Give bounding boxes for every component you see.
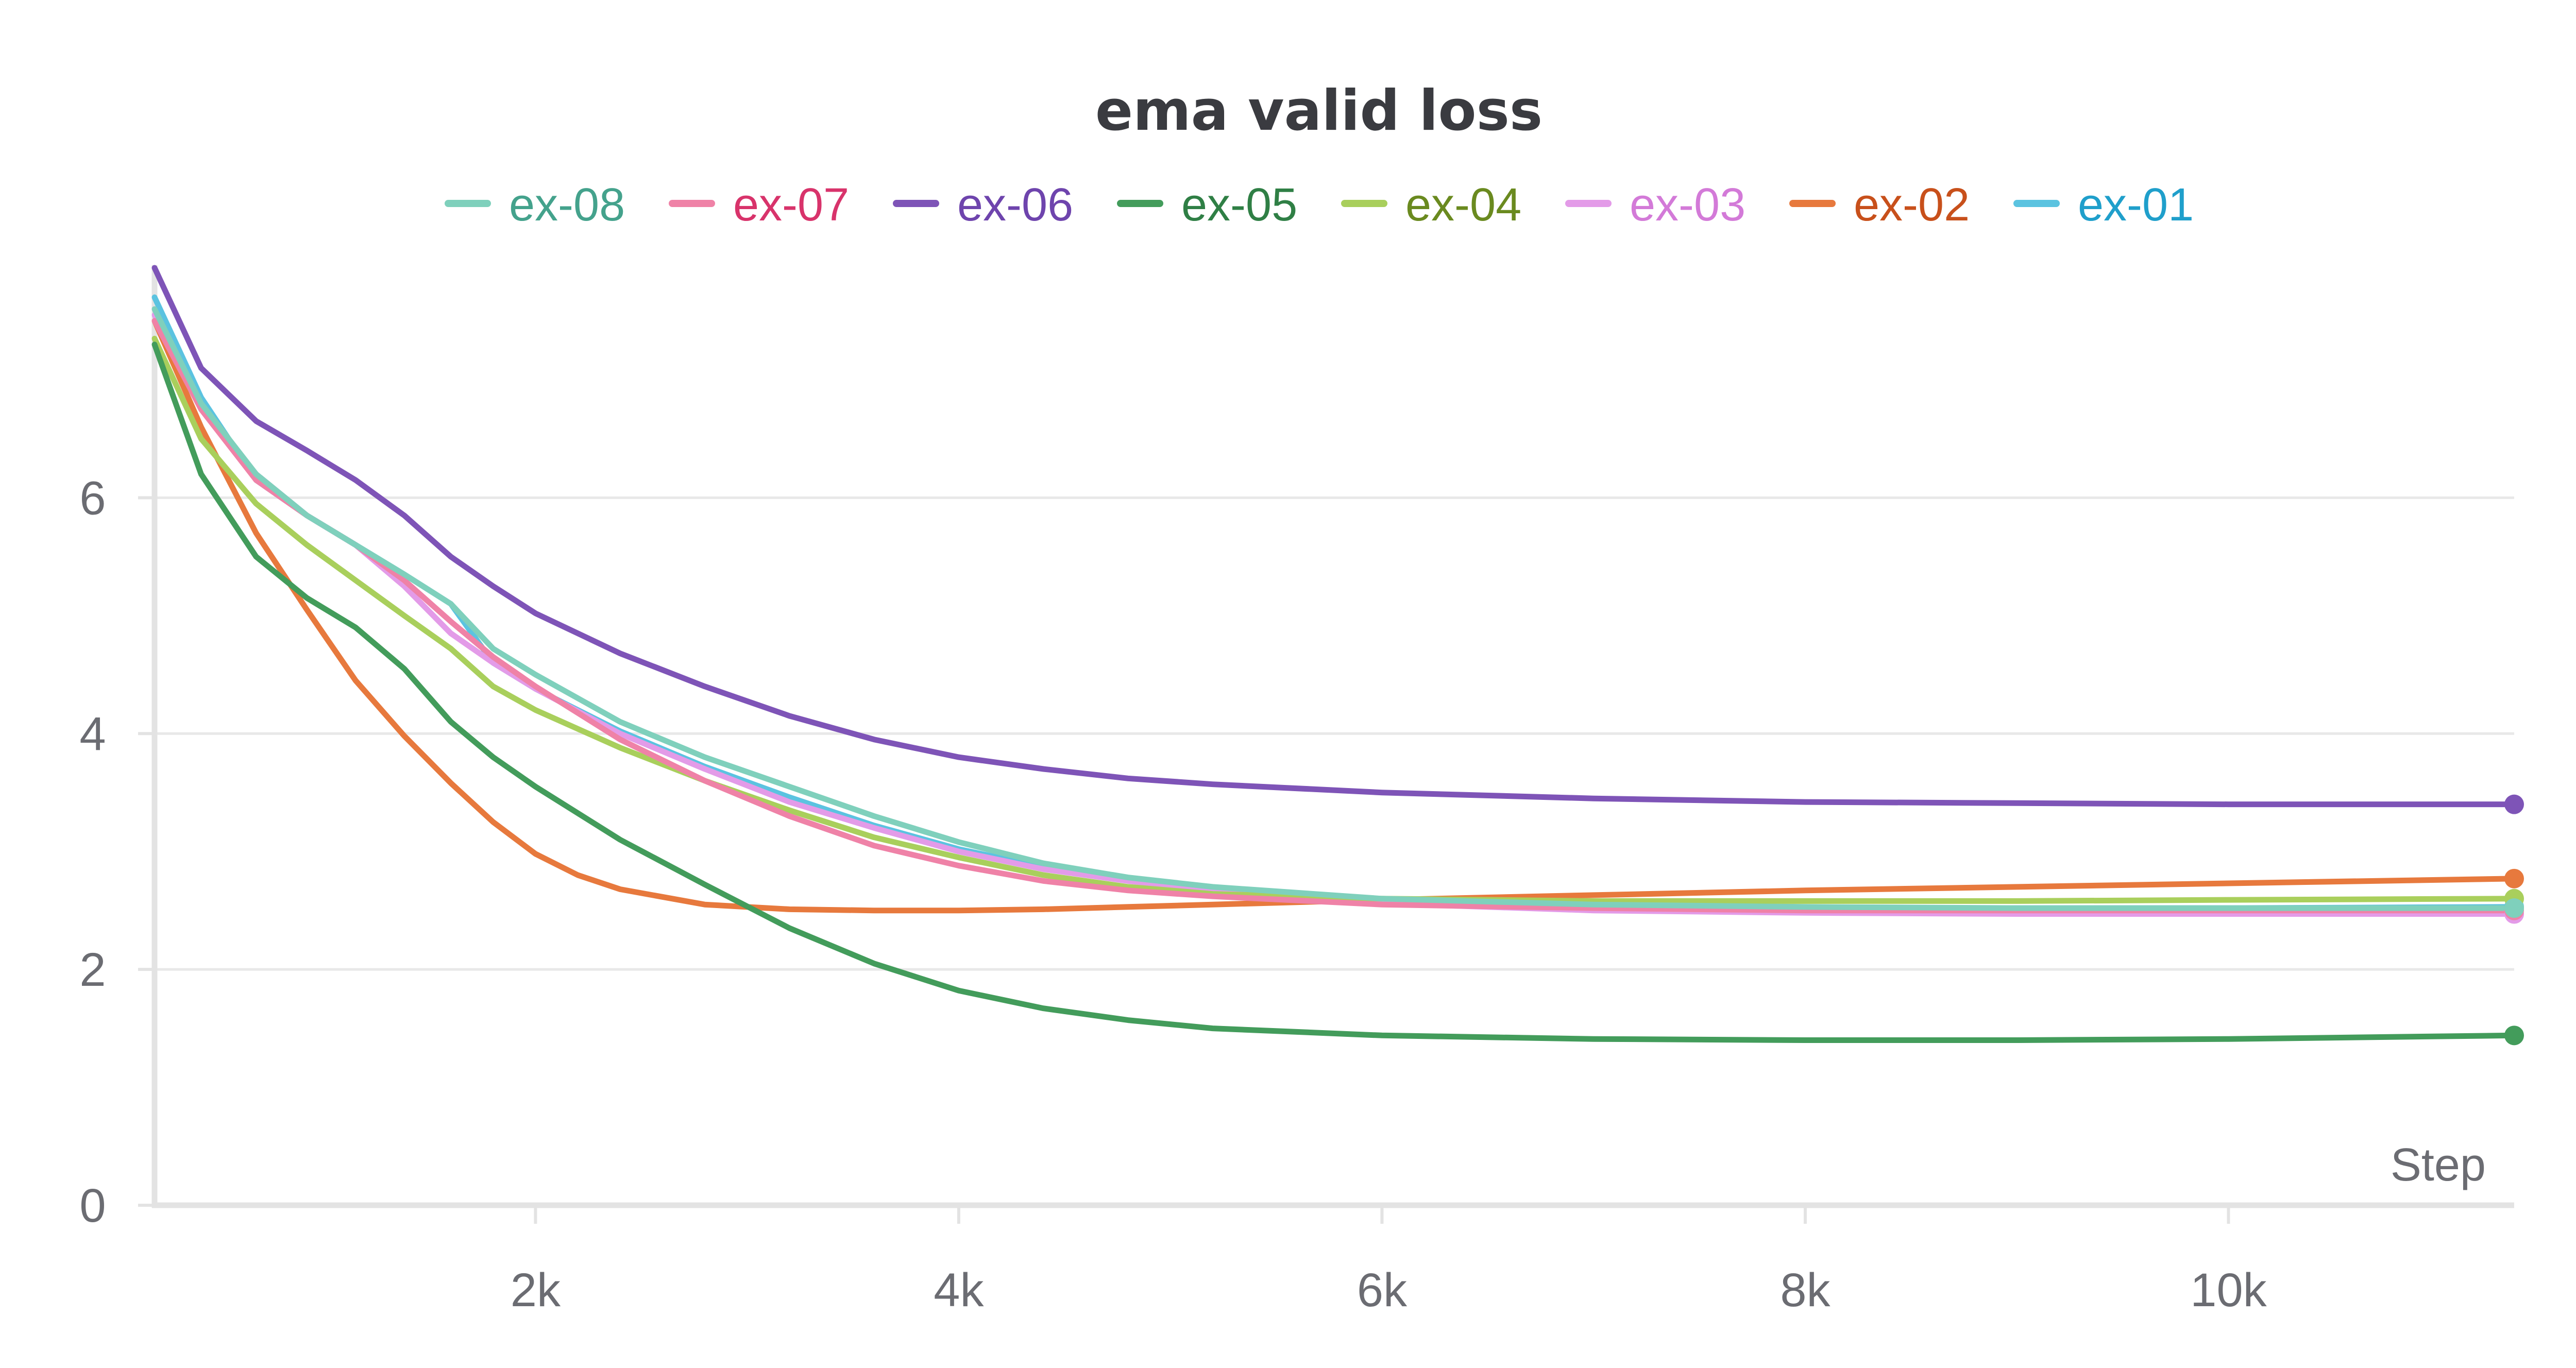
y-tick-label: 2 (79, 944, 106, 996)
legend-label: ex-07 (733, 179, 849, 231)
y-ticks: 0 2 4 6 (79, 472, 155, 1232)
series-lines (151, 265, 2517, 1043)
legend-item-ex-04[interactable]: ex-04 (1341, 179, 1521, 231)
series-line-ex-02 (151, 318, 2517, 914)
y-tick-label: 6 (79, 472, 106, 524)
legend-item-ex-05[interactable]: ex-05 (1117, 179, 1297, 231)
series-line-ex-03 (151, 312, 2517, 917)
series-endpoint-ex-05 (2504, 1025, 2524, 1046)
legend-item-ex-08[interactable]: ex-08 (445, 179, 625, 231)
series-endpoint-ex-06 (2504, 794, 2524, 814)
legend-item-ex-01[interactable]: ex-01 (2013, 179, 2194, 231)
legend-item-ex-07[interactable]: ex-07 (669, 179, 849, 231)
legend-label: ex-02 (1854, 179, 1970, 231)
x-ticks: 2k 4k 6k 8k 10k (511, 1205, 2267, 1316)
series-line-ex-07 (151, 318, 2517, 914)
series-endpoint-ex-08 (2504, 898, 2524, 918)
x-tick-label: 4k (934, 1264, 984, 1316)
legend-item-ex-03[interactable]: ex-03 (1565, 179, 1745, 231)
legend-label: ex-04 (1405, 179, 1521, 231)
legend-label: ex-03 (1630, 179, 1745, 231)
legend-label: ex-01 (2078, 179, 2194, 231)
y-tick-label: 0 (79, 1179, 106, 1232)
x-axis-label: Step (2391, 1139, 2486, 1191)
series-line-ex-04 (151, 335, 2517, 904)
series-line-ex-05 (151, 341, 2517, 1043)
x-tick-label: 6k (1357, 1264, 1408, 1316)
legend-item-ex-06[interactable]: ex-06 (893, 179, 1073, 231)
legend-item-ex-02[interactable]: ex-02 (1789, 179, 1970, 231)
x-tick-label: 8k (1780, 1264, 1831, 1316)
legend-label: ex-08 (509, 179, 625, 231)
series-line-ex-01 (151, 294, 2517, 911)
chart-title: ema valid loss (1095, 79, 1543, 143)
axes (151, 265, 2514, 1208)
y-tick-label: 4 (79, 708, 106, 760)
legend-label: ex-05 (1181, 179, 1297, 231)
grid-lines (155, 496, 2514, 971)
series-endpoints (2504, 794, 2524, 1046)
x-tick-label: 2k (511, 1264, 561, 1316)
series-line-ex-08 (151, 306, 2517, 911)
x-tick-label: 10k (2190, 1264, 2267, 1316)
legend-label: ex-06 (957, 179, 1073, 231)
series-endpoint-ex-02 (2504, 868, 2524, 888)
series-line-ex-06 (151, 265, 2517, 808)
legend: ex-08 ex-07 ex-06 ex-05 ex-04 ex-03 ex-02 ex-01 (445, 179, 2194, 231)
